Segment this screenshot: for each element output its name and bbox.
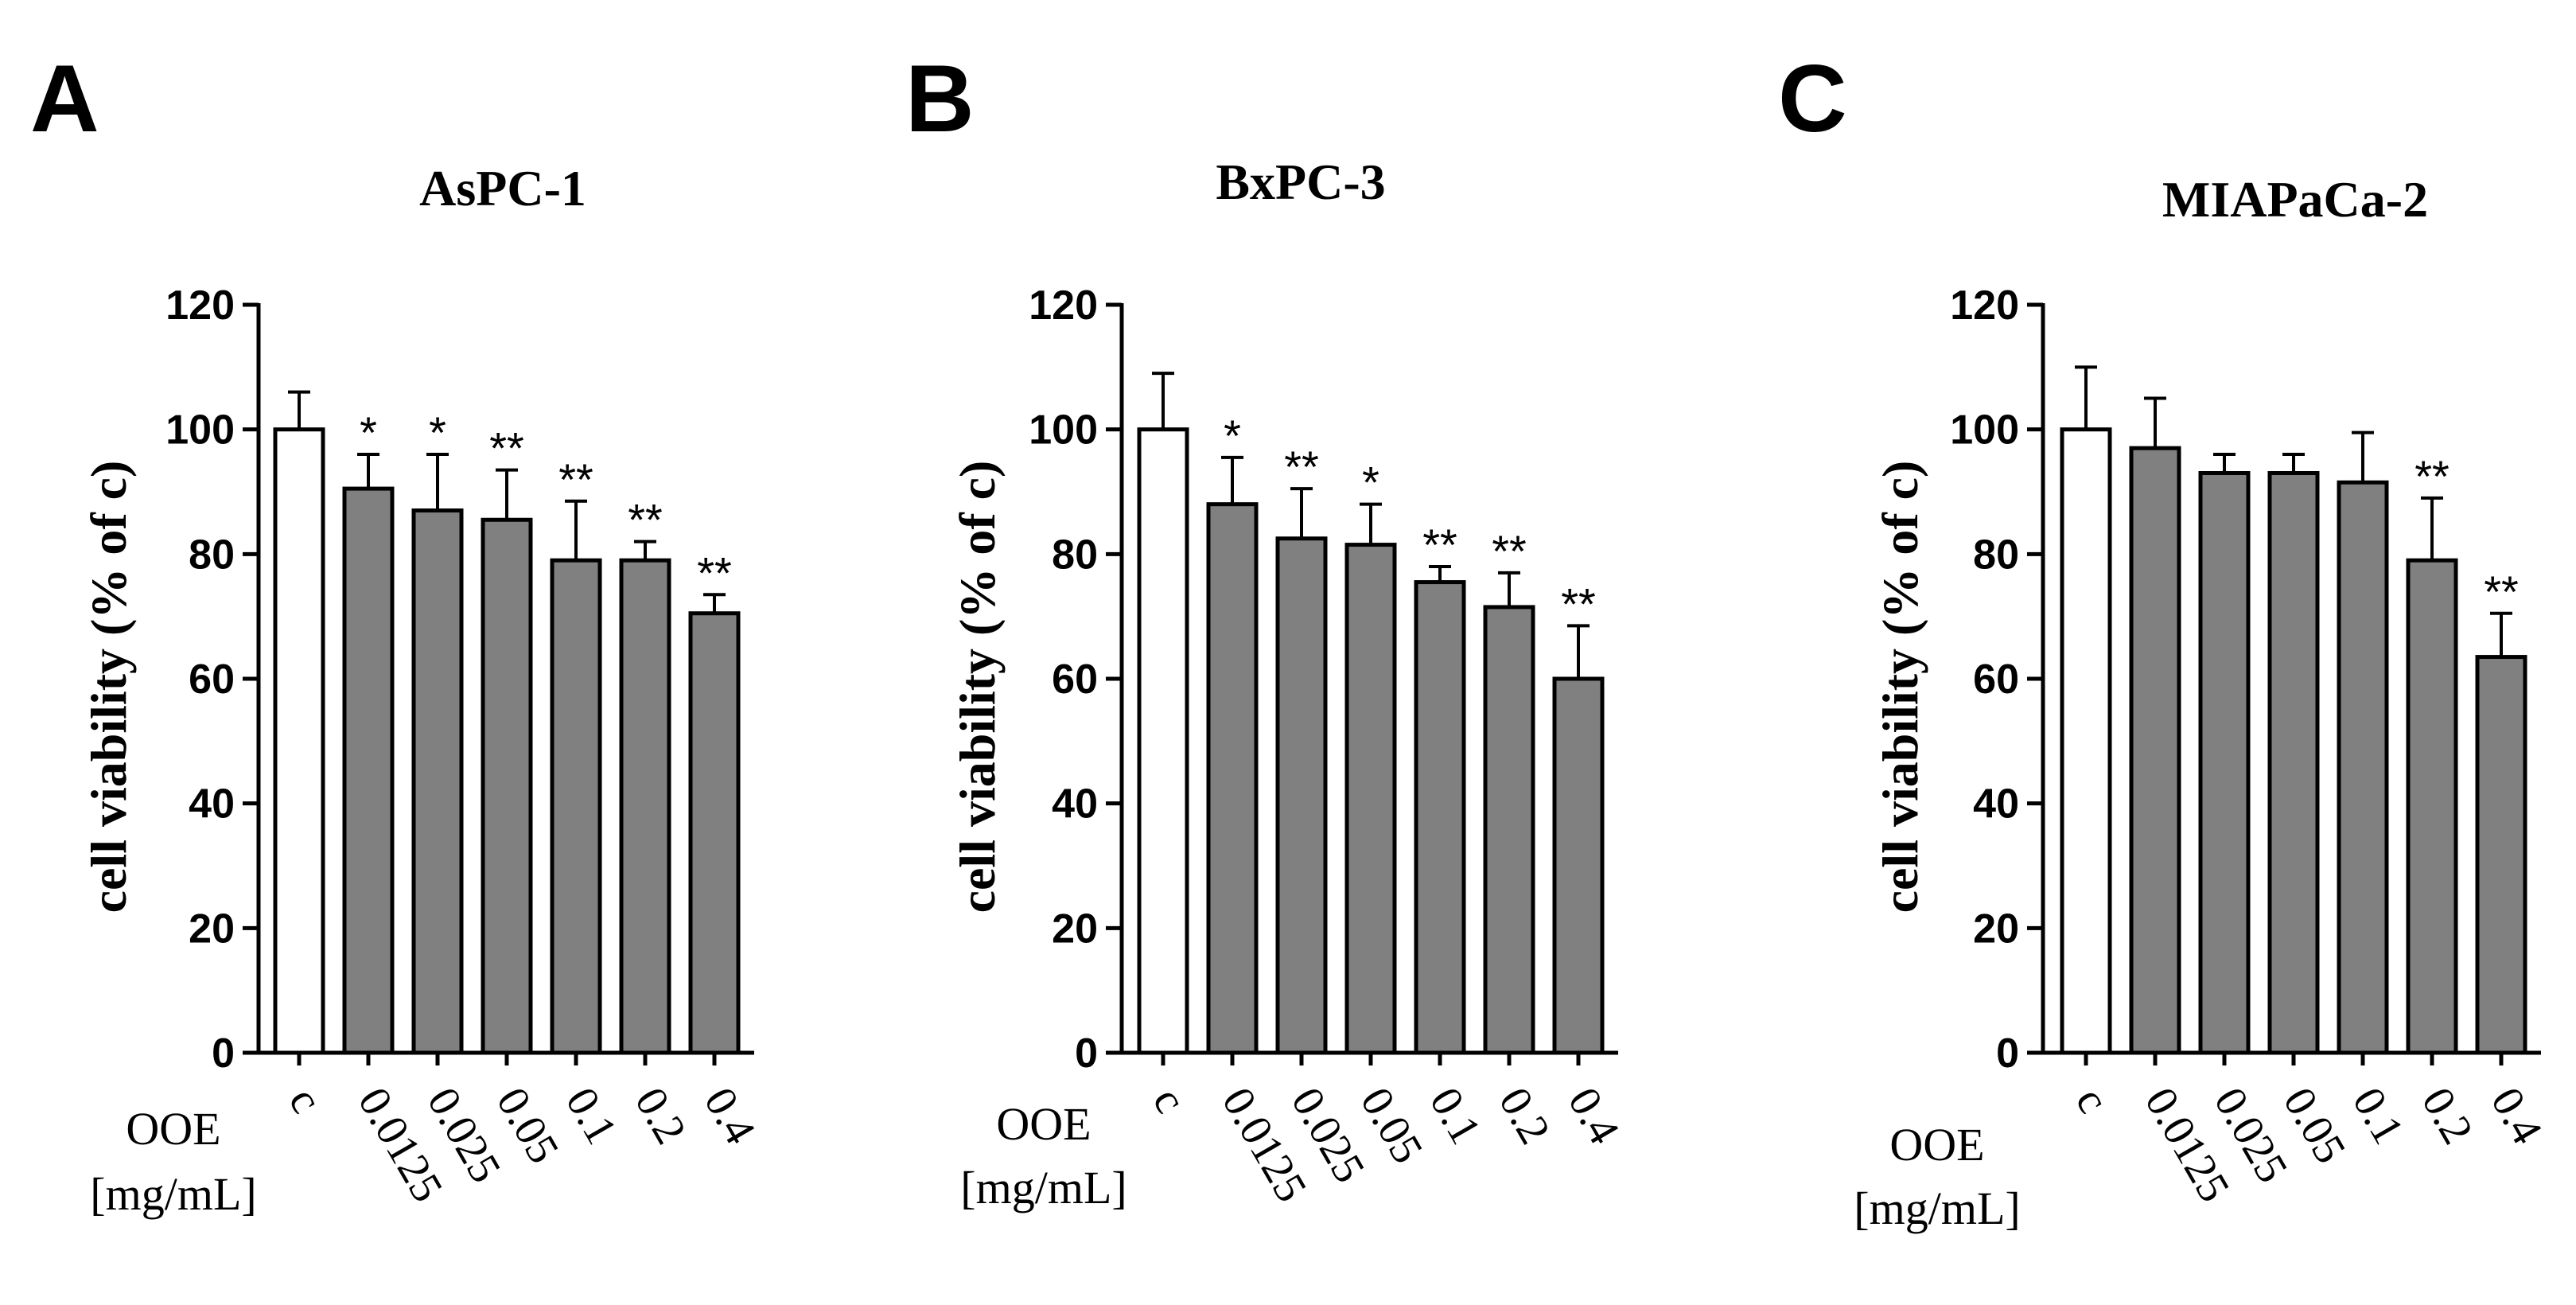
significance-marker: ** — [697, 547, 732, 598]
y-tick-label: 120 — [165, 282, 235, 329]
chart-panel-b: B BxPC-3 0 20 40 60 80 100 120 cell viability (% … — [905, 45, 1628, 1213]
bar-ooe-0.025 — [1275, 536, 1328, 1055]
chart-panel-c: C MIAPaCa-2 0 20 40 60 80 100 120 cell viability … — [1778, 45, 2551, 1234]
significance-marker: * — [1362, 458, 1379, 508]
bar-ooe-0.4 — [688, 611, 741, 1055]
bar-ooe-0.0125 — [1206, 502, 1259, 1055]
significance-marker: * — [1224, 411, 1241, 461]
bar-ooe-0.05 — [481, 517, 533, 1055]
x-tick-label: c — [279, 1080, 332, 1122]
x-tick-label: 0.4 — [2481, 1080, 2552, 1153]
bar-ooe-0.0125 — [342, 486, 395, 1055]
y-tick-label: 100 — [1950, 407, 2019, 454]
significance-marker: ** — [558, 454, 593, 504]
bar-ooe-0.2 — [619, 558, 671, 1055]
chart-title: MIAPaCa-2 — [2162, 171, 2428, 228]
bar-control — [1137, 427, 1189, 1055]
x-tick-label: 0.2 — [625, 1080, 696, 1153]
bar-ooe-0.2 — [2406, 558, 2458, 1055]
y-tick-label: 0 — [212, 1030, 235, 1077]
y-tick-label: 20 — [1052, 906, 1098, 952]
x-tick-label: 0.1 — [2343, 1080, 2414, 1153]
bar-ooe-0.2 — [1483, 605, 1535, 1055]
panel-letter: C — [1778, 45, 1847, 152]
significance-marker: ** — [1284, 442, 1319, 492]
y-tick-label: 20 — [1973, 906, 2019, 952]
y-tick-label: 100 — [165, 407, 235, 454]
bar-ooe-0.05 — [1344, 543, 1397, 1055]
x-axis-name: OOE — [126, 1103, 220, 1155]
x-tick-label: c — [2066, 1080, 2119, 1122]
x-tick-label: 0.2 — [2412, 1080, 2483, 1153]
significance-marker: ** — [2484, 567, 2519, 617]
bar-ooe-0.1 — [2337, 480, 2389, 1055]
y-tick-label: 80 — [189, 532, 235, 578]
significance-marker: ** — [1422, 520, 1457, 570]
x-tick-label: 0.1 — [556, 1080, 627, 1153]
panel-letter: A — [30, 45, 99, 152]
x-axis-unit: [mg/mL] — [960, 1162, 1127, 1213]
x-tick-label: 0.4 — [695, 1080, 765, 1153]
bar-ooe-0.4 — [1552, 676, 1605, 1055]
y-tick-label: 120 — [1029, 282, 1098, 329]
bar-ooe-0.4 — [2475, 655, 2527, 1055]
y-tick-label: 0 — [1996, 1030, 2019, 1077]
x-tick-label: 0.2 — [1489, 1080, 1560, 1153]
x-tick-label: c — [1143, 1080, 1196, 1122]
y-tick-label: 40 — [1973, 781, 2019, 828]
y-tick-label: 60 — [1973, 656, 2019, 703]
significance-marker: ** — [489, 423, 524, 473]
y-tick-label: 0 — [1075, 1030, 1098, 1077]
chart-title: BxPC-3 — [1216, 154, 1385, 210]
bar-ooe-0.05 — [2267, 471, 2320, 1055]
bar-control — [2060, 427, 2112, 1055]
y-tick-label: 120 — [1950, 282, 2019, 329]
y-tick-label: 60 — [1052, 656, 1098, 703]
chart-panel-a: A AsPC-1 0 20 40 60 80 100 120 cell viability (% … — [30, 45, 765, 1220]
chart-title: AsPC-1 — [419, 160, 586, 216]
bar-ooe-0.0125 — [2129, 446, 2181, 1055]
x-axis-unit: [mg/mL] — [90, 1168, 256, 1220]
y-axis-label: cell viability (% of c) — [949, 461, 1006, 914]
bar-ooe-0.1 — [550, 558, 602, 1055]
bar-control — [273, 427, 325, 1055]
x-tick-label: 0.4 — [1558, 1080, 1629, 1153]
x-tick-label: 0.1 — [1420, 1080, 1491, 1153]
significance-marker: * — [360, 407, 377, 458]
bar-ooe-0.1 — [1414, 580, 1466, 1055]
x-axis-name: OOE — [996, 1098, 1091, 1150]
panel-letter: B — [905, 45, 975, 152]
bar-ooe-0.025 — [2198, 471, 2251, 1055]
y-tick-label: 100 — [1029, 407, 1098, 454]
y-tick-label: 40 — [1052, 781, 1098, 828]
y-tick-label: 80 — [1052, 532, 1098, 578]
significance-marker: ** — [628, 495, 663, 545]
significance-marker: * — [429, 407, 446, 458]
x-axis-name: OOE — [1889, 1119, 1984, 1171]
significance-marker: ** — [1561, 578, 1596, 629]
y-tick-label: 20 — [189, 906, 235, 952]
y-tick-label: 60 — [189, 656, 235, 703]
y-tick-label: 80 — [1973, 532, 2019, 578]
x-axis-unit: [mg/mL] — [1854, 1182, 2020, 1234]
y-tick-label: 40 — [189, 781, 235, 828]
significance-marker: ** — [2415, 451, 2450, 501]
y-axis-label: cell viability (% of c) — [1872, 461, 1928, 914]
significance-marker: ** — [1492, 526, 1527, 576]
bar-ooe-0.025 — [411, 508, 464, 1055]
y-axis-label: cell viability (% of c) — [80, 461, 137, 914]
